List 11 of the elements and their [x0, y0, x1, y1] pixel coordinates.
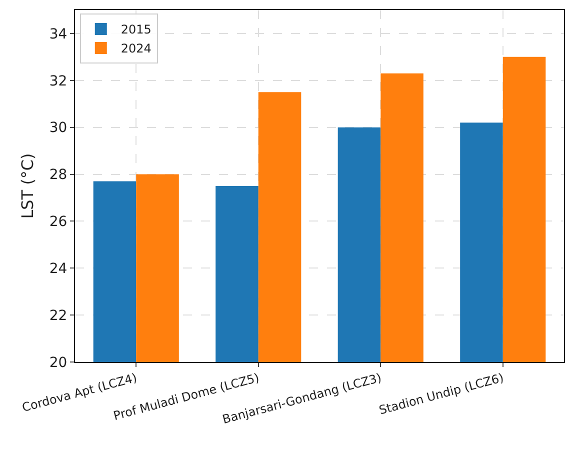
y-tick-label: 28: [49, 167, 68, 184]
y-tick-label: 26: [49, 214, 68, 230]
y-tick-label: 22: [49, 308, 68, 324]
y-tick-label: 34: [49, 26, 68, 42]
y-tick-label: 32: [49, 73, 68, 90]
y-axis-title: LST (°C): [18, 153, 37, 219]
legend-label: 2024: [120, 42, 152, 56]
y-tick-label: 24: [49, 261, 68, 278]
legend-label: 2015: [120, 22, 152, 37]
y-tick-label: 20: [49, 354, 68, 371]
y-tick-label: 30: [49, 120, 68, 136]
